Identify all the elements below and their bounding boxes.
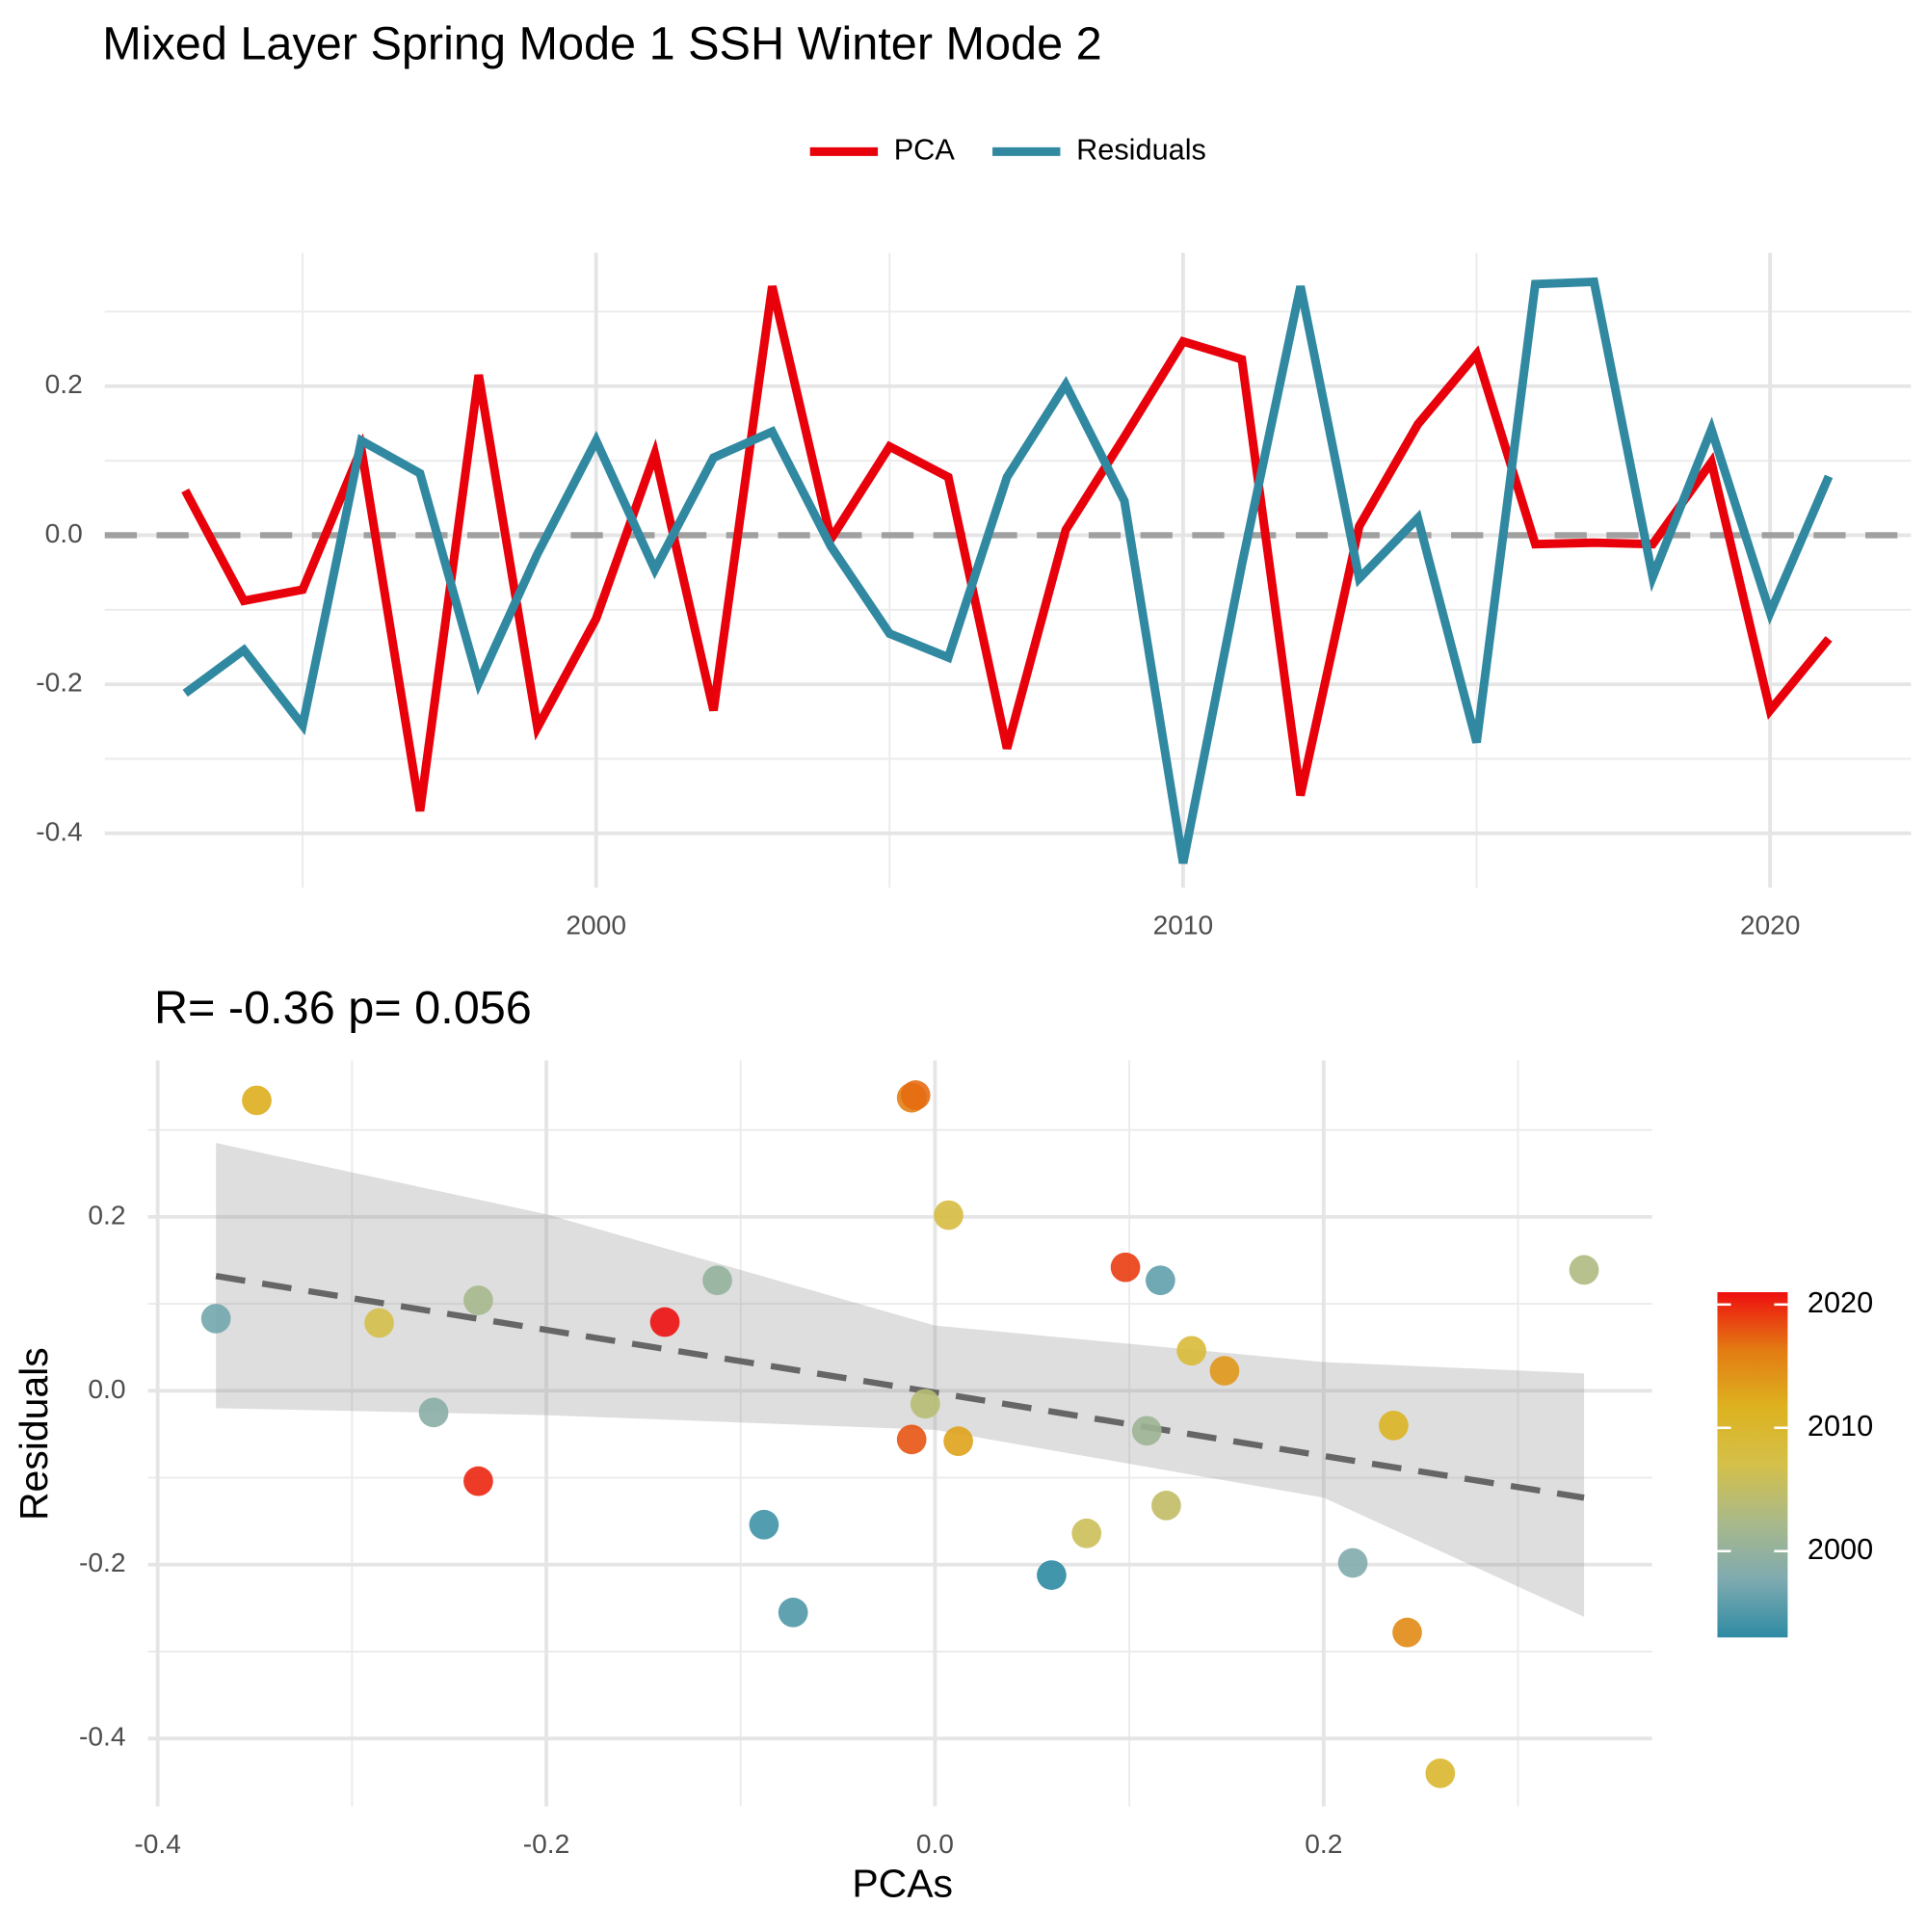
series-line <box>182 277 1834 864</box>
y-tick-label: 0.2 <box>88 1200 125 1230</box>
point <box>1209 1356 1240 1386</box>
y-tick-label: 0.2 <box>45 369 83 399</box>
point <box>1569 1255 1599 1285</box>
point <box>778 1598 808 1628</box>
x-tick-label: 2020 <box>1740 911 1801 940</box>
point <box>1131 1416 1162 1446</box>
point <box>702 1265 732 1296</box>
confidence-band <box>216 1143 1585 1617</box>
x-tick-label: 2010 <box>1153 911 1214 940</box>
x-axis-title: PCAs <box>852 1862 953 1906</box>
chart-title: Mixed Layer Spring Mode 1 SSH Winter Mod… <box>102 17 1101 69</box>
y-axis-title: Residuals <box>12 1347 56 1521</box>
point <box>1379 1411 1409 1441</box>
point <box>649 1307 680 1337</box>
x-tick-label: -0.2 <box>523 1829 570 1859</box>
point <box>1151 1491 1181 1521</box>
legend-label: Residuals <box>1076 132 1206 166</box>
point <box>418 1397 449 1428</box>
point <box>1110 1252 1141 1283</box>
point <box>1146 1265 1175 1296</box>
point <box>910 1389 940 1419</box>
y-tick-label: 0.0 <box>45 518 83 548</box>
point <box>1425 1758 1456 1788</box>
y-tick-label: 0.0 <box>88 1374 125 1404</box>
colorbar <box>1717 1292 1788 1638</box>
x-tick-label: 2000 <box>566 911 626 940</box>
x-tick-label: -0.4 <box>134 1829 181 1859</box>
point <box>900 1080 931 1110</box>
legend-label: PCA <box>894 132 956 166</box>
scatter-title: R= -0.36 p= 0.056 <box>154 982 532 1034</box>
colorbar-label: 2020 <box>1808 1285 1873 1319</box>
point <box>1176 1336 1206 1366</box>
point <box>1392 1617 1422 1648</box>
point <box>463 1285 493 1315</box>
y-tick-label: -0.4 <box>79 1722 126 1752</box>
x-tick-label: 0.2 <box>1305 1829 1342 1859</box>
point <box>463 1466 493 1496</box>
y-tick-label: -0.4 <box>36 816 83 846</box>
point <box>749 1509 779 1540</box>
fit-line <box>215 1273 1585 1501</box>
point <box>364 1308 394 1338</box>
x-tick-label: 0.0 <box>916 1829 954 1859</box>
y-tick-label: -0.2 <box>36 668 83 698</box>
y-tick-label: -0.2 <box>79 1548 126 1577</box>
point <box>242 1085 272 1116</box>
colorbar-label: 2010 <box>1808 1409 1873 1442</box>
point <box>943 1426 973 1456</box>
series-line <box>181 285 1833 812</box>
point <box>200 1304 231 1334</box>
point <box>1337 1548 1368 1578</box>
point <box>934 1200 964 1231</box>
point <box>896 1424 927 1455</box>
colorbar-label: 2000 <box>1808 1532 1873 1566</box>
point <box>1071 1518 1102 1548</box>
point <box>1037 1560 1067 1590</box>
